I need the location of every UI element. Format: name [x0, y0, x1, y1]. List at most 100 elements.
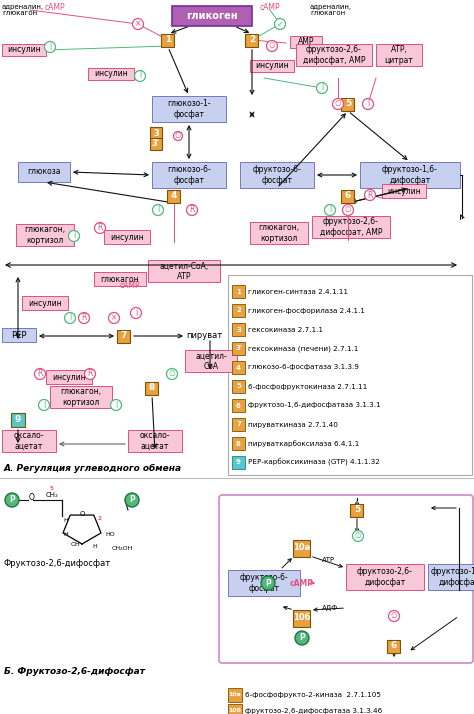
Text: 7: 7: [236, 421, 241, 428]
Text: OH: OH: [71, 543, 81, 548]
Text: гликоген: гликоген: [186, 11, 238, 21]
FancyBboxPatch shape: [293, 610, 310, 626]
Circle shape: [135, 71, 146, 81]
Text: АДФ: АДФ: [322, 605, 338, 611]
Text: глюкоза: глюкоза: [27, 168, 61, 176]
Circle shape: [325, 204, 336, 216]
Text: 8: 8: [149, 383, 155, 393]
Circle shape: [79, 313, 90, 323]
Circle shape: [5, 493, 19, 507]
Text: 3: 3: [236, 326, 241, 333]
Text: I: I: [139, 71, 141, 81]
Text: I: I: [329, 206, 331, 214]
Circle shape: [130, 308, 142, 318]
Text: пируваткиназа 2.7.1.40: пируваткиназа 2.7.1.40: [248, 421, 338, 428]
Text: фруктозо-2,6-дифосфатаза 3.1.3.46: фруктозо-2,6-дифосфатаза 3.1.3.46: [245, 708, 382, 714]
Text: инсулин: инсулин: [387, 186, 421, 196]
Text: ∅: ∅: [345, 206, 351, 214]
Text: фруктозо-2,6-
дифосфат: фруктозо-2,6- дифосфат: [357, 568, 413, 587]
FancyBboxPatch shape: [232, 456, 245, 469]
FancyBboxPatch shape: [312, 216, 390, 238]
Text: глюкагон,
кортизол: глюкагон, кортизол: [25, 226, 65, 245]
Text: O: O: [29, 493, 35, 503]
FancyBboxPatch shape: [360, 162, 460, 188]
FancyBboxPatch shape: [428, 564, 474, 590]
Text: АМР: АМР: [298, 38, 314, 46]
Text: глюкозо-1-
фосфат: глюкозо-1- фосфат: [167, 99, 211, 119]
Circle shape: [109, 313, 119, 323]
Text: H: H: [92, 545, 97, 550]
Text: глюкозо-6-
фосфат: глюкозо-6- фосфат: [167, 166, 211, 185]
Text: P: P: [299, 633, 305, 643]
Text: 7: 7: [121, 331, 127, 341]
FancyBboxPatch shape: [46, 370, 92, 384]
Text: I: I: [157, 206, 159, 214]
Text: I: I: [135, 308, 137, 318]
FancyBboxPatch shape: [382, 184, 426, 198]
FancyBboxPatch shape: [146, 381, 158, 395]
FancyBboxPatch shape: [228, 688, 242, 702]
Text: I: I: [115, 401, 117, 410]
Text: гексокиназа 2.7.1.1: гексокиназа 2.7.1.1: [248, 326, 323, 333]
Text: 3: 3: [153, 129, 159, 138]
Circle shape: [84, 368, 95, 380]
Circle shape: [125, 493, 139, 507]
FancyBboxPatch shape: [232, 285, 245, 298]
Circle shape: [274, 19, 285, 29]
FancyBboxPatch shape: [18, 162, 70, 182]
Text: гликоген-фосфорилаза 2.4.1.1: гликоген-фосфорилаза 2.4.1.1: [248, 308, 365, 313]
Text: АТP,
цитрат: АТP, цитрат: [384, 45, 413, 65]
Text: 5: 5: [236, 383, 241, 390]
Text: I: I: [43, 401, 45, 410]
Text: инсулин: инсулин: [7, 46, 41, 54]
Text: глюкагон,
кортизол: глюкагон, кортизол: [258, 223, 300, 243]
FancyBboxPatch shape: [341, 98, 355, 111]
FancyBboxPatch shape: [172, 6, 252, 26]
FancyBboxPatch shape: [228, 570, 300, 596]
Text: инсулин: инсулин: [28, 298, 62, 308]
Circle shape: [186, 204, 198, 216]
FancyBboxPatch shape: [232, 342, 245, 355]
Text: ∅: ∅: [169, 370, 175, 378]
Text: I: I: [367, 99, 369, 109]
FancyBboxPatch shape: [11, 413, 25, 427]
Text: P: P: [9, 496, 15, 505]
FancyBboxPatch shape: [150, 127, 162, 139]
Text: 3': 3': [235, 346, 242, 351]
FancyBboxPatch shape: [232, 304, 245, 317]
Text: 6: 6: [345, 191, 351, 201]
Circle shape: [38, 400, 49, 411]
Text: 5: 5: [345, 99, 351, 109]
Circle shape: [166, 368, 177, 380]
Text: оксало-
ацетат: оксало- ацетат: [140, 431, 170, 451]
Text: инсулин: инсулин: [255, 61, 289, 71]
Text: 8: 8: [236, 441, 241, 446]
Circle shape: [35, 368, 46, 380]
Circle shape: [153, 204, 164, 216]
Text: инсулин: инсулин: [110, 233, 144, 241]
Text: фруктозо-2,6-
дифосфат, АМР: фруктозо-2,6- дифосфат, АМР: [303, 45, 365, 65]
FancyBboxPatch shape: [232, 323, 245, 336]
FancyBboxPatch shape: [250, 222, 308, 244]
Text: ∅: ∅: [335, 99, 341, 109]
Text: R: R: [189, 206, 195, 214]
Text: I: I: [49, 43, 51, 51]
FancyBboxPatch shape: [94, 272, 146, 286]
Circle shape: [295, 631, 309, 645]
Text: Фруктозо-2,6-дифосфат: Фруктозо-2,6-дифосфат: [4, 560, 111, 568]
Text: сАМР: сАМР: [260, 4, 281, 13]
Text: 6-фосфофруктокиназа 2.7.1.11: 6-фосфофруктокиназа 2.7.1.11: [248, 383, 367, 390]
FancyBboxPatch shape: [88, 68, 134, 80]
Text: O: O: [79, 511, 85, 517]
Text: R: R: [367, 191, 373, 199]
FancyBboxPatch shape: [388, 640, 401, 653]
Text: 2: 2: [249, 36, 255, 44]
Text: фруктозо-6-
фосфат: фруктозо-6- фосфат: [253, 166, 301, 185]
FancyBboxPatch shape: [104, 230, 150, 244]
FancyBboxPatch shape: [293, 540, 310, 556]
FancyBboxPatch shape: [22, 296, 68, 310]
FancyBboxPatch shape: [167, 189, 181, 203]
FancyBboxPatch shape: [346, 564, 424, 590]
Text: I: I: [69, 313, 71, 323]
Text: R: R: [87, 370, 93, 378]
